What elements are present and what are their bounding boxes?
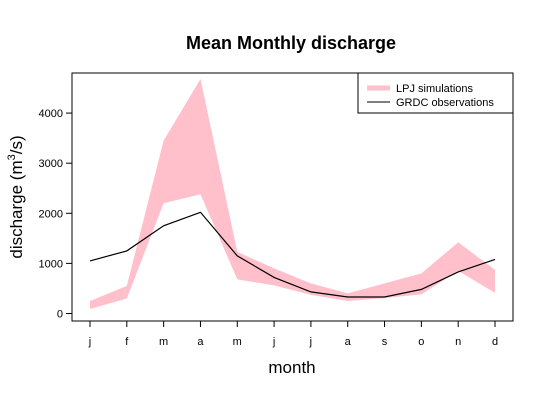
legend-label-lpj: LPJ simulations <box>396 83 474 95</box>
x-tick-label: a <box>197 336 204 348</box>
x-tick-label: m <box>159 336 168 348</box>
y-axis-label-end: /s) <box>7 135 26 154</box>
x-tick-label: j <box>88 336 91 348</box>
y-axis-label-main: discharge (m <box>7 160 26 258</box>
y-tick-label: 4000 <box>39 108 63 120</box>
legend: LPJ simulations GRDC observations <box>357 72 514 114</box>
legend-box <box>357 72 514 114</box>
x-tick-label: s <box>382 336 388 348</box>
x-tick-label: j <box>309 336 312 348</box>
x-tick-label: f <box>125 336 129 348</box>
lpj-simulation-band <box>90 79 495 309</box>
x-tick-label: j <box>272 336 275 348</box>
y-tick-label: 3000 <box>39 158 63 170</box>
y-tick-label: 0 <box>57 308 63 320</box>
y-axis-label-sup: 3 <box>6 154 18 160</box>
y-tick-label: 1000 <box>39 258 63 270</box>
x-tick-label: m <box>233 336 242 348</box>
x-axis-label: month <box>268 358 315 377</box>
line-layer <box>89 211 496 298</box>
y-axis: 0 1000 2000 3000 4000 <box>39 108 72 320</box>
chart-title: Mean Monthly discharge <box>186 33 396 53</box>
x-tick-label: d <box>492 336 498 348</box>
band-layer <box>90 79 495 309</box>
x-tick-label: a <box>345 336 352 348</box>
y-tick-label: 2000 <box>39 208 63 220</box>
x-tick-label: o <box>418 336 424 348</box>
grdc-observation-line <box>89 211 496 298</box>
y-axis-label: discharge (m3/s) <box>6 135 26 258</box>
x-tick-label: n <box>455 336 461 348</box>
plot-frame <box>71 72 514 322</box>
legend-label-grdc: GRDC observations <box>396 97 494 109</box>
